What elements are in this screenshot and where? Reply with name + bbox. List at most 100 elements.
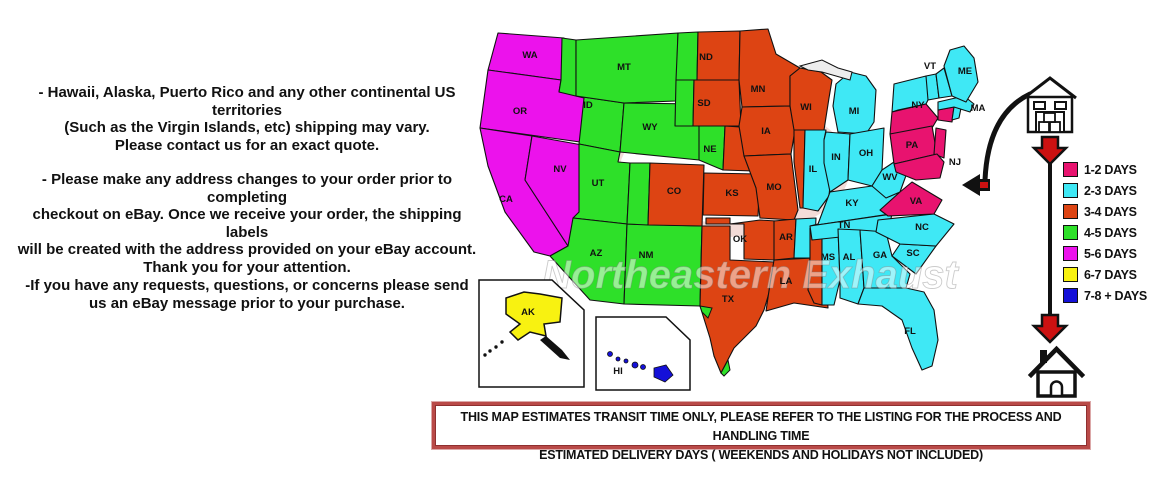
state-VA (879, 181, 943, 217)
legend: 1-2 DAYS 2-3 DAYS 3-4 DAYS 4-5 DAYS 5-6 … (1063, 162, 1147, 303)
state-NJ (933, 127, 947, 159)
state-label-AL: AL (843, 252, 856, 263)
state-label-WI: WI (800, 102, 812, 113)
red-down-arrow-icon (1030, 313, 1070, 344)
left-arrow-icon (962, 174, 980, 196)
hawaii-island (615, 356, 621, 362)
legend-label: 1-2 DAYS (1084, 162, 1137, 177)
legend-label: 4-5 DAYS (1084, 225, 1137, 240)
tx-west-green-tip (699, 305, 713, 319)
state-KS (702, 172, 761, 217)
route-icons (1023, 76, 1086, 398)
state-label-KY: KY (845, 198, 859, 209)
transit-route-panel: 1-2 DAYS 2-3 DAYS 3-4 DAYS 4-5 DAYS 5-6 … (1018, 0, 1162, 483)
warehouse-icon (1023, 76, 1077, 134)
legend-item: 2-3 DAYS (1063, 183, 1147, 198)
state-label-MT: MT (617, 62, 631, 73)
legend-label: 2-3 DAYS (1084, 183, 1137, 198)
state-MT (575, 32, 679, 104)
legend-label: 3-4 DAYS (1084, 204, 1137, 219)
note-contact: -If you have any requests, questions, or… (25, 277, 469, 312)
state-label-NY: NY (911, 100, 925, 111)
state-label-AK: AK (521, 307, 535, 318)
state-label-SC: SC (906, 248, 919, 259)
state-SD (674, 79, 695, 127)
legend-item: 7-8 + DAYS (1063, 288, 1147, 303)
state-NY (889, 103, 939, 135)
legend-item: 5-6 DAYS (1063, 246, 1147, 261)
note-territories: - Hawaii, Alaska, Puerto Rico and any ot… (38, 84, 456, 154)
legend-label: 6-7 DAYS (1084, 267, 1137, 282)
state-label-OK: OK (733, 234, 747, 245)
hawaii-island (640, 364, 646, 370)
state-label-UT: UT (592, 178, 605, 189)
state-ME (943, 45, 979, 103)
state-label-ME: ME (958, 66, 972, 77)
state-label-NV: NV (553, 164, 567, 175)
note-address-changes: - Please make any address changes to you… (17, 171, 477, 276)
state-CO (626, 162, 651, 226)
banner-line-2: ESTIMATED DELIVERY DAYS ( WEEKENDS AND H… (539, 448, 983, 462)
state-label-TX: TX (722, 294, 735, 305)
state-label-AZ: AZ (590, 248, 603, 259)
state-label-VT: VT (924, 61, 936, 72)
red-down-arrow-icon (1030, 135, 1070, 166)
legend-swatch (1063, 246, 1078, 261)
state-WI (789, 67, 833, 131)
hawaii-island (607, 351, 613, 357)
state-label-HI: HI (613, 366, 623, 377)
legend-label: 7-8 + DAYS (1084, 288, 1147, 303)
state-label-MA: MA (971, 103, 986, 114)
state-label-CA: CA (499, 194, 513, 205)
state-label-NE: NE (703, 144, 716, 155)
state-label-GA: GA (873, 250, 887, 261)
state-label-IA: IA (761, 126, 771, 137)
state-label-NJ: NJ (949, 157, 961, 168)
state-label-MO: MO (766, 182, 781, 193)
alaska-panhandle (540, 336, 570, 360)
state-label-OH: OH (859, 148, 873, 159)
hawaii-island (631, 361, 639, 369)
watermark-text: Northeastern Exhaust (542, 253, 959, 297)
state-label-VA: VA (910, 196, 923, 207)
state-label-IL: IL (809, 164, 818, 175)
route-curve (982, 91, 1033, 183)
legend-swatch (1063, 183, 1078, 198)
state-label-ID: ID (583, 100, 593, 111)
legend-swatch (1063, 267, 1078, 282)
state-label-WV: WV (882, 172, 898, 183)
aleutian-island (488, 349, 492, 353)
state-MI (832, 71, 877, 135)
state-label-OR: OR (513, 106, 527, 117)
state-label-SD: SD (697, 98, 710, 109)
state-label-ND: ND (699, 52, 713, 63)
state-label-NC: NC (915, 222, 929, 233)
house-icon (1027, 345, 1086, 398)
state-label-TN: TN (838, 220, 851, 231)
state-MD (893, 153, 945, 181)
legend-item: 6-7 DAYS (1063, 267, 1147, 282)
hawaii-island (623, 358, 629, 364)
state-TX (699, 225, 775, 374)
aleutian-island (494, 345, 498, 349)
michigan-upper-peninsula (798, 59, 853, 81)
state-FL (857, 287, 939, 371)
legend-label: 5-6 DAYS (1084, 246, 1137, 261)
state-label-MS: MS (821, 252, 835, 263)
state-label-AR: AR (779, 232, 793, 243)
legend-swatch (1063, 204, 1078, 219)
state-label-NM: NM (639, 250, 654, 261)
legend-swatch (1063, 162, 1078, 177)
banner-line-1: THIS MAP ESTIMATES TRANSIT TIME ONLY, PL… (460, 410, 1062, 443)
aleutian-island (500, 340, 504, 344)
state-label-KS: KS (725, 188, 738, 199)
us-transit-map: Northeastern Exhaust WA OR CA NV ID MT WY UT AZ NM… (478, 28, 1033, 391)
state-label-PA: PA (906, 140, 919, 151)
legend-item: 3-4 DAYS (1063, 204, 1147, 219)
state-label-FL: FL (904, 326, 916, 337)
state-label-MI: MI (849, 106, 860, 117)
state-label-IN: IN (831, 152, 841, 163)
state-label-LA: LA (780, 276, 793, 287)
state-ND (675, 31, 699, 81)
state-label-MN: MN (751, 84, 766, 95)
